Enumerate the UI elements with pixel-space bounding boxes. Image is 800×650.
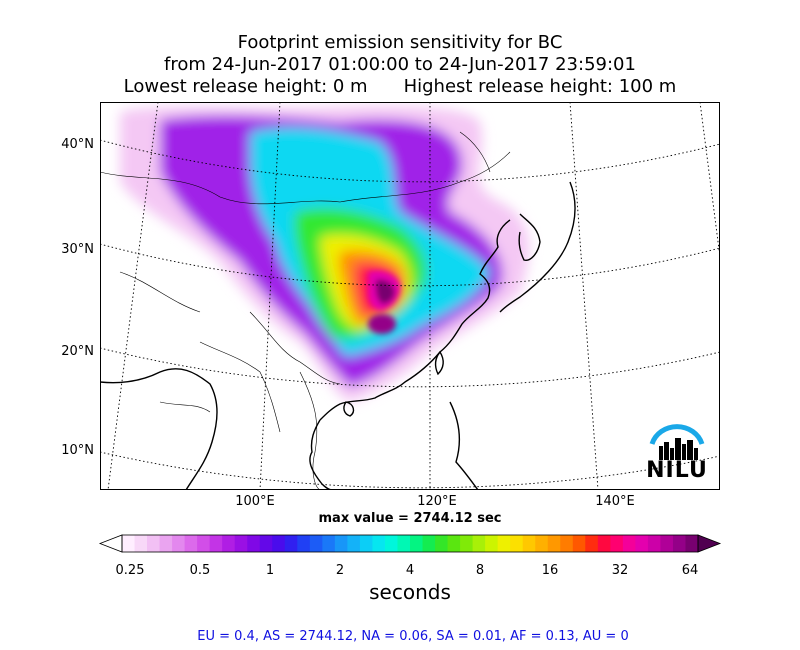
contour-peak-2	[368, 314, 396, 334]
max-value-label: max value = 2744.12 sec	[318, 511, 502, 526]
lat-label-10n: 10°N	[61, 443, 94, 458]
plot-title-line-2: from 24-Jun-2017 01:00:00 to 24-Jun-2017…	[164, 54, 636, 75]
colorbar-segment	[234, 535, 248, 552]
colorbar-segment	[159, 535, 173, 552]
footprint-field	[120, 106, 529, 402]
nilu-logo-text: NILU	[646, 458, 708, 483]
colorbar-segment	[672, 535, 686, 552]
coast-japan	[499, 181, 576, 313]
coast-indochina	[309, 419, 333, 490]
colorbar-tick-label: 4	[405, 563, 415, 578]
colorbar-segment	[122, 535, 136, 552]
colorbar-segment	[560, 535, 574, 552]
colorbar-tick-label: 1	[265, 563, 275, 578]
nilu-logo: NILU	[645, 412, 715, 486]
colorbar-segment	[247, 535, 261, 552]
colorbar-segment	[259, 535, 273, 552]
colorbar-segment	[284, 535, 298, 552]
colorbar-segment	[197, 535, 211, 552]
colorbar-segment	[497, 535, 511, 552]
country-borders	[100, 131, 511, 490]
colorbar-segment	[435, 535, 449, 552]
colorbar-segment	[572, 535, 586, 552]
colorbar-tick-label: 0.25	[115, 563, 145, 578]
colorbar-segment	[222, 535, 236, 552]
colorbar-segment	[510, 535, 524, 552]
lat-label-30n: 30°N	[61, 242, 94, 257]
colorbar-segment	[172, 535, 186, 552]
colorbar	[98, 534, 722, 553]
lon-label-120e: 120°E	[417, 494, 457, 509]
colorbar-segment	[585, 535, 599, 552]
coast-east-asia	[319, 219, 511, 421]
highest-release-height: Highest release height: 100 m	[403, 76, 677, 97]
lon-label-100e: 100°E	[235, 494, 275, 509]
colorbar-segment	[622, 535, 636, 552]
colorbar-segment	[147, 535, 161, 552]
graticule	[100, 102, 720, 490]
colorbar-over-arrow	[697, 534, 722, 553]
colorbar-under-arrow	[98, 534, 123, 553]
colorbar-segment	[647, 535, 661, 552]
nilu-logo-icon	[649, 424, 705, 460]
coastlines	[100, 181, 576, 490]
colorbar-segment	[685, 535, 699, 552]
colorbar-segment	[447, 535, 461, 552]
coast-hainan	[343, 401, 355, 417]
colorbar-segment	[134, 535, 148, 552]
colorbar-segment	[359, 535, 373, 552]
colorbar-tick-label: 32	[611, 563, 629, 578]
colorbar-segment	[397, 535, 411, 552]
colorbar-tick-label: 16	[541, 563, 559, 578]
colorbar-segment	[184, 535, 198, 552]
colorbar-segment	[372, 535, 386, 552]
colorbar-segment	[460, 535, 474, 552]
colorbar-tick-label: 0.5	[189, 563, 211, 578]
colorbar-segment	[610, 535, 624, 552]
colorbar-segment	[522, 535, 536, 552]
colorbar-segment	[347, 535, 361, 552]
colorbar-segment	[547, 535, 561, 552]
colorbar-segment	[485, 535, 499, 552]
colorbar-segment	[309, 535, 323, 552]
colorbar-segment	[322, 535, 336, 552]
lat-label-40n: 40°N	[61, 137, 94, 152]
coast-india	[100, 368, 218, 490]
coast-korea	[518, 213, 541, 261]
colorbar-segment	[297, 535, 311, 552]
plot-title-line-1: Footprint emission sensitivity for BC	[237, 32, 563, 53]
footprint-map	[100, 102, 720, 490]
region-summary: EU = 0.4, AS = 2744.12, NA = 0.06, SA = …	[197, 629, 629, 644]
colorbar-segment	[535, 535, 549, 552]
plot-title-line-3: Lowest release height: 0 m Highest releas…	[0, 76, 800, 98]
lon-label-140e: 140°E	[595, 494, 635, 509]
lat-label-20n: 20°N	[61, 344, 94, 359]
colorbar-segment	[334, 535, 348, 552]
colorbar-segment	[472, 535, 486, 552]
colorbar-segment	[597, 535, 611, 552]
colorbar-segment	[410, 535, 424, 552]
coast-taiwan	[434, 350, 444, 376]
colorbar-tick-label: 8	[475, 563, 485, 578]
colorbar-tick-label: 64	[681, 563, 699, 578]
lowest-release-height: Lowest release height: 0 m	[123, 76, 368, 97]
colorbar-segment	[272, 535, 286, 552]
colorbar-unit-label: seconds	[369, 580, 451, 604]
colorbar-segment	[422, 535, 436, 552]
colorbar-frame	[121, 534, 699, 553]
colorbar-segment	[209, 535, 223, 552]
contour-peak	[375, 279, 395, 304]
colorbar-segment	[384, 535, 398, 552]
colorbar-segment	[635, 535, 649, 552]
colorbar-segment	[660, 535, 674, 552]
coast-philippines	[449, 401, 479, 490]
colorbar-tick-label: 2	[335, 563, 345, 578]
